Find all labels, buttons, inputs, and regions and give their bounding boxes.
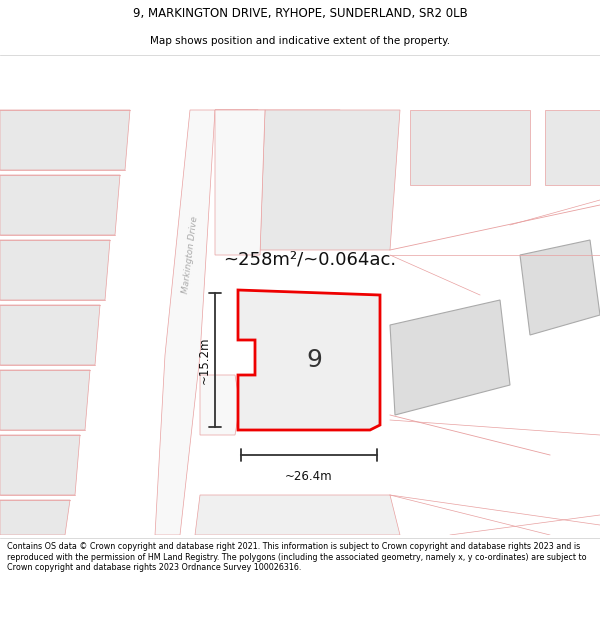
Polygon shape bbox=[545, 110, 600, 185]
Polygon shape bbox=[0, 435, 80, 495]
Polygon shape bbox=[390, 300, 510, 415]
Text: Map shows position and indicative extent of the property.: Map shows position and indicative extent… bbox=[150, 36, 450, 46]
Polygon shape bbox=[155, 110, 215, 535]
Polygon shape bbox=[0, 175, 120, 235]
Polygon shape bbox=[0, 110, 130, 170]
Polygon shape bbox=[0, 305, 100, 365]
Polygon shape bbox=[0, 500, 70, 535]
Text: ~258m²/~0.064ac.: ~258m²/~0.064ac. bbox=[223, 251, 397, 269]
Polygon shape bbox=[0, 240, 110, 300]
Polygon shape bbox=[410, 110, 530, 185]
Text: 9, MARKINGTON DRIVE, RYHOPE, SUNDERLAND, SR2 0LB: 9, MARKINGTON DRIVE, RYHOPE, SUNDERLAND,… bbox=[133, 8, 467, 20]
Polygon shape bbox=[215, 110, 340, 185]
Polygon shape bbox=[260, 110, 400, 250]
Polygon shape bbox=[238, 290, 380, 430]
Text: ~15.2m: ~15.2m bbox=[198, 336, 211, 384]
Text: 9: 9 bbox=[306, 348, 322, 372]
Polygon shape bbox=[520, 240, 600, 335]
Text: Markington Drive: Markington Drive bbox=[181, 216, 199, 294]
Polygon shape bbox=[200, 375, 240, 435]
Text: Contains OS data © Crown copyright and database right 2021. This information is : Contains OS data © Crown copyright and d… bbox=[7, 542, 587, 572]
Text: ~26.4m: ~26.4m bbox=[285, 470, 333, 483]
Polygon shape bbox=[195, 495, 400, 535]
Polygon shape bbox=[215, 110, 265, 255]
Polygon shape bbox=[0, 370, 90, 430]
